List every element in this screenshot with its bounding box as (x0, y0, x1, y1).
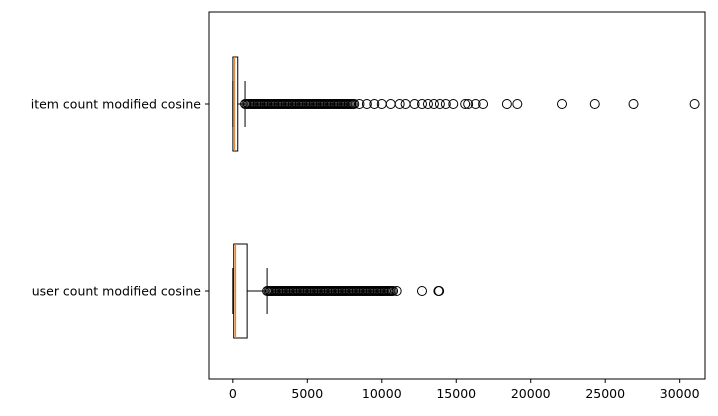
outlier-point (349, 99, 360, 109)
plot-frame (208, 11, 706, 380)
x-tick-label: 30000 (660, 386, 700, 401)
x-tick-label: 10000 (362, 386, 402, 401)
outlier-point (434, 286, 445, 296)
outlier-point (463, 99, 474, 109)
y-tick-label: user count modified cosine (32, 284, 202, 299)
boxes (232, 56, 700, 339)
x-tick-label: 5000 (291, 386, 323, 401)
outlier-point (369, 99, 380, 109)
outlier-point (416, 286, 427, 296)
outlier-point (433, 286, 444, 296)
outlier-point (409, 99, 420, 109)
outlier-point (628, 99, 639, 109)
outlier-point (394, 99, 405, 109)
outlier-point (434, 99, 445, 109)
outlier-point (416, 99, 427, 109)
outlier-point (385, 99, 396, 109)
outlier-point (354, 99, 365, 109)
x-tick-label: 15000 (436, 386, 476, 401)
outlier-point (589, 99, 600, 109)
outlier-point (422, 99, 433, 109)
x-tick-label: 20000 (511, 386, 551, 401)
box-user-count-modified-cosine (232, 243, 445, 339)
outlier-point (440, 99, 451, 109)
outlier-point (388, 286, 399, 296)
x-tick-label: 0 (229, 386, 237, 401)
box-item-count-modified-cosine (232, 56, 700, 152)
outlier-point (391, 286, 402, 296)
outlier-point (512, 99, 523, 109)
outlier-point (557, 99, 568, 109)
outlier-point (501, 99, 512, 109)
y-tick-label: item count modified cosine (31, 97, 202, 112)
iqr-box (232, 56, 239, 152)
outlier-point (448, 99, 459, 109)
outlier-point (361, 99, 372, 109)
outlier-point (428, 99, 439, 109)
outlier-point (470, 99, 481, 109)
outlier-point (400, 99, 411, 109)
x-tick-label: 25000 (585, 386, 625, 401)
outlier-point (460, 99, 471, 109)
axes: 0 5000 10000 15000 20000 25000 30000 user count… (31, 11, 706, 401)
outlier-point (478, 99, 489, 109)
outlier-point (689, 99, 700, 109)
